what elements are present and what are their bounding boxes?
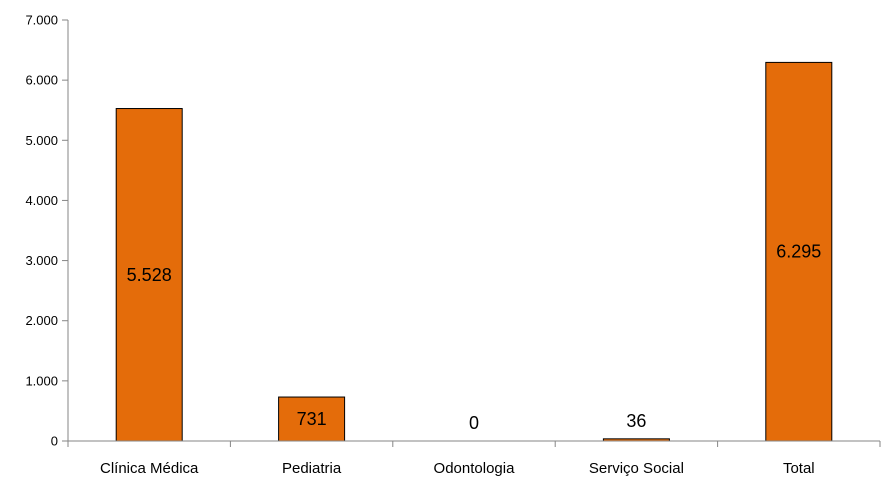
x-axis: Clínica Médica Pediatria Odontologia Serviç… (67, 440, 881, 477)
bar-5 (765, 61, 833, 442)
bars: 5.528 731 0 36 6.295 (115, 61, 833, 442)
y-tick-label: 3.000 (25, 253, 58, 268)
data-label-1: 5.528 (127, 265, 172, 285)
category-label-3: Odontologia (434, 460, 516, 477)
data-label-4: 36 (626, 411, 646, 431)
y-tick-label: 7.000 (25, 13, 58, 28)
category-label-1: Clínica Médica (100, 460, 199, 477)
y-tick-label: 0 (51, 434, 58, 449)
y-tick-label: 2.000 (25, 313, 58, 328)
category-label-2: Pediatria (282, 460, 342, 477)
data-label-2: 731 (297, 409, 327, 429)
y-axis: 0 1.000 2.000 3.000 4.000 5.000 6.000 7.000 (25, 13, 69, 449)
y-tick-label: 6.000 (25, 73, 58, 88)
y-tick-label: 1.000 (25, 373, 58, 388)
category-label-5: Total (783, 460, 815, 477)
data-label-5: 6.295 (776, 242, 821, 262)
y-tick-label: 4.000 (25, 193, 58, 208)
data-label-3: 0 (469, 413, 479, 433)
y-tick-label: 5.000 (25, 133, 58, 148)
category-label-4: Serviço Social (589, 460, 684, 477)
bar-1 (115, 108, 183, 442)
